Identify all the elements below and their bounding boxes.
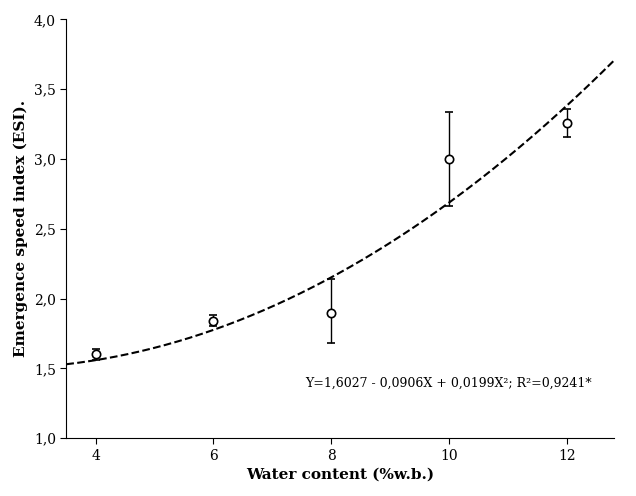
Text: Y=1,6027 - 0,0906X + 0,0199X²; R²=0,9241*: Y=1,6027 - 0,0906X + 0,0199X²; R²=0,9241… — [305, 377, 591, 390]
Y-axis label: Emergence speed index (ESI).: Emergence speed index (ESI). — [14, 100, 28, 357]
X-axis label: Water content (%w.b.): Water content (%w.b.) — [246, 468, 434, 482]
